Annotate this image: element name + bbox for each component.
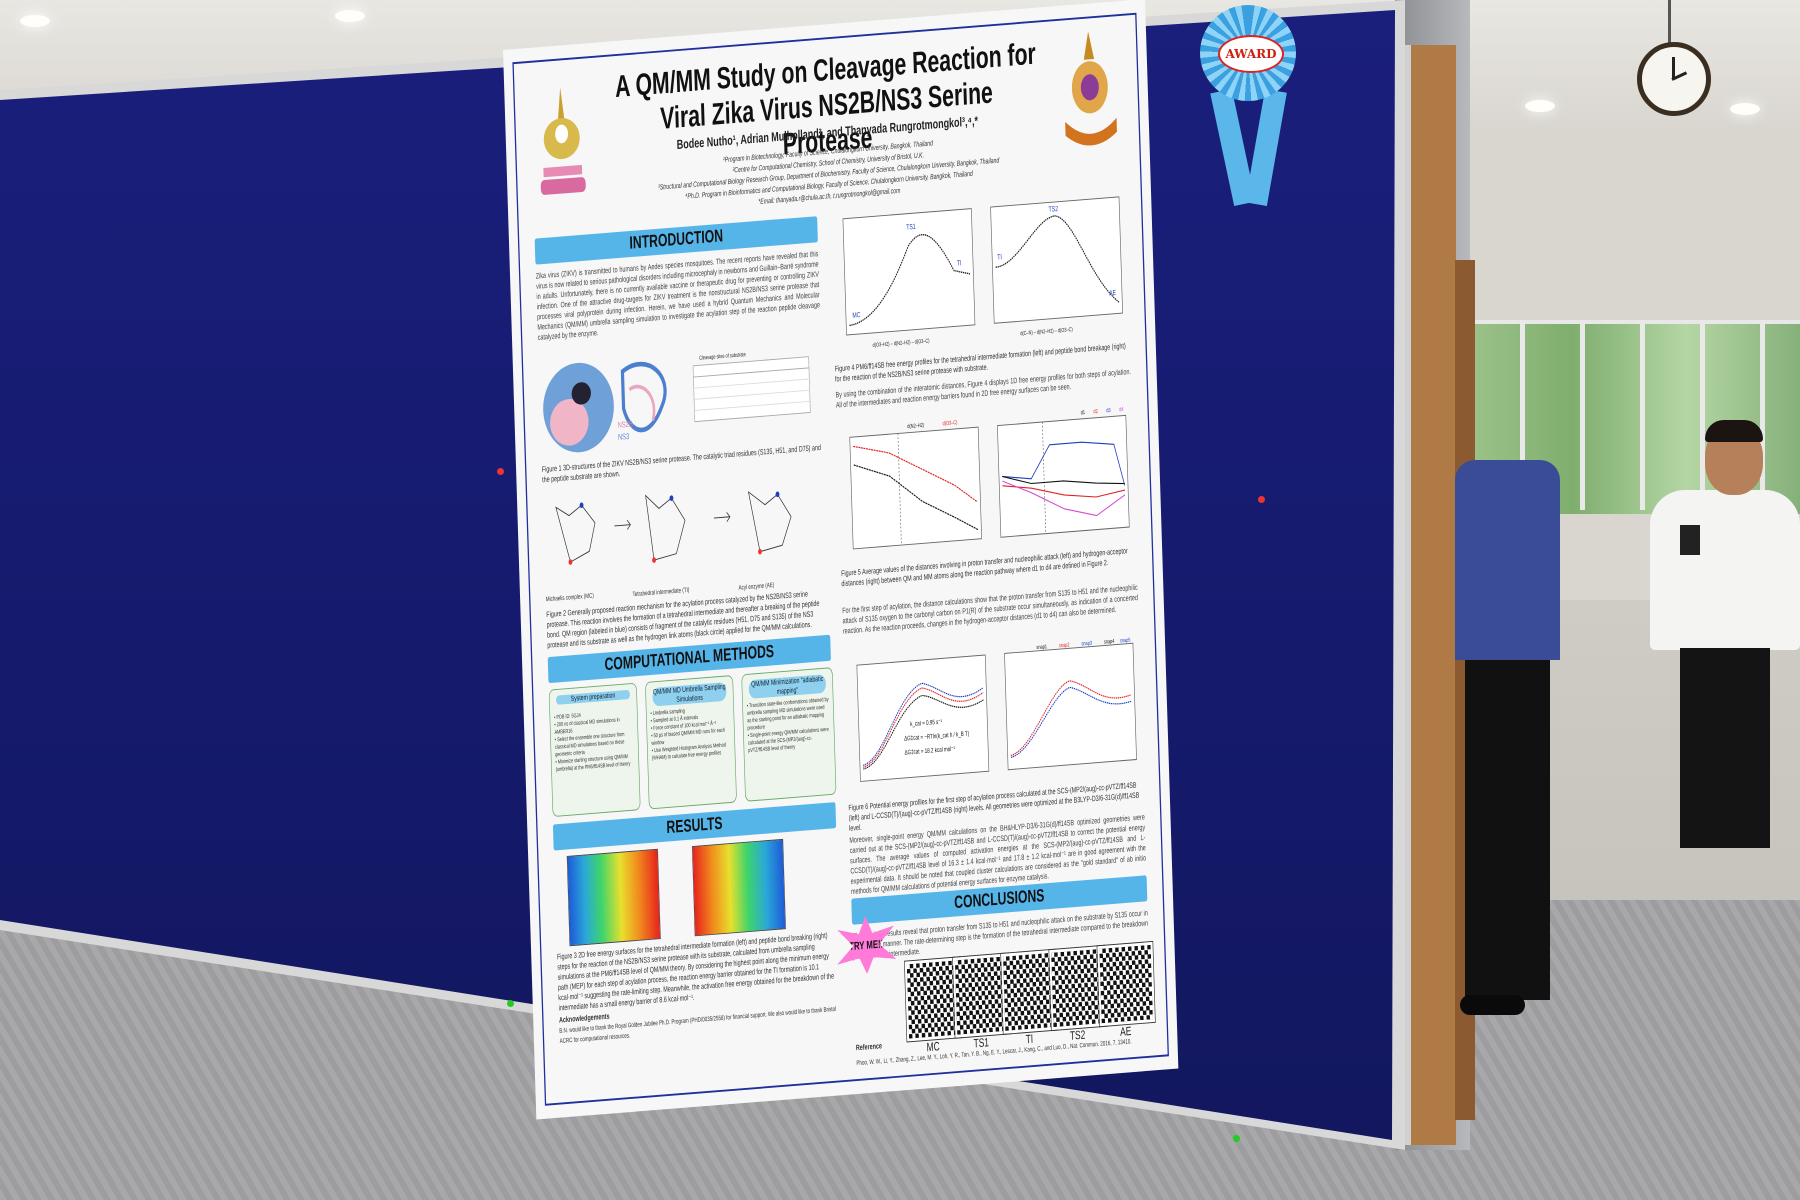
fig6-legend-5: snap5	[1120, 637, 1131, 645]
fig6-eq-value: ΔG‡cat = 18.2 kcal mol⁻¹	[905, 746, 956, 757]
fig6-eq-kcat: k_cat = 0.95 s⁻¹	[910, 719, 942, 729]
window-frame	[1640, 320, 1645, 510]
university-logo	[540, 87, 586, 195]
fig4-label-mc: MC	[852, 311, 861, 320]
window-frame	[1520, 320, 1525, 510]
figure-2-mechanism	[555, 491, 792, 565]
fig5-legend-right-3: d3	[1106, 407, 1111, 414]
fig5-legend-right-4: d4	[1119, 406, 1124, 413]
fig6-legend-2: snap2	[1059, 642, 1070, 650]
fig4-label-ts2: TS2	[1048, 205, 1058, 214]
fig1-label-ns3: NS3	[618, 431, 630, 442]
fig5-legend-right-1: d1	[1081, 409, 1086, 416]
award-label: AWARD	[1218, 35, 1284, 73]
fig6-legend-4: snap4	[1104, 638, 1115, 646]
research-poster: A QM/MM Study on Cleavage Reaction for V…	[503, 0, 1179, 1120]
award-ribbon	[1245, 88, 1287, 207]
fig4-label-ti: TI	[957, 259, 962, 268]
ceiling-light	[335, 10, 365, 22]
award-rosette: AWARD	[1200, 5, 1300, 207]
fig1-label-ns2b: NS2B	[618, 418, 634, 430]
pin-icon	[1233, 1135, 1240, 1142]
phone-icon	[1680, 525, 1700, 555]
wall-clock	[1637, 42, 1711, 116]
visitor-person-with-phone	[1635, 420, 1800, 850]
pin-icon	[507, 1000, 514, 1007]
fig6-legend-3: snap3	[1081, 640, 1092, 648]
method-box-adiabatic-mapping: QM/MM Minimization "adiabatic mapping" •…	[741, 667, 837, 802]
fig5-legend-left-2: d(O3–C)	[943, 419, 958, 427]
fig4-label-ts1: TS1	[906, 223, 916, 232]
pin-icon	[1258, 496, 1265, 503]
window-frame	[1580, 320, 1585, 510]
qr-code-ae[interactable]	[1096, 940, 1156, 1028]
figure-5-distance-plots: d(N2–H2) d(O3–C) d1 d2 d3 d4	[849, 406, 1130, 550]
window-frame	[1700, 320, 1705, 510]
ceiling-light	[20, 15, 50, 27]
ceiling-light	[1525, 100, 1555, 112]
visitor-person	[1455, 460, 1560, 1020]
fig1-table-title: Cleavage sites of substrate	[699, 351, 746, 362]
fig6-legend-1: snap1	[1036, 644, 1047, 652]
fig5-legend-right-2: d2	[1093, 408, 1098, 415]
figure-6-potential-energy-profiles: k_cat = 0.95 s⁻¹ ΔG‡cat = −RTln(k_cat h …	[856, 637, 1137, 782]
fig4-xlabel-left: d(O3–H2) – d(N2–H2) – d(O3–C)	[873, 338, 930, 350]
window-frame	[1760, 320, 1765, 510]
figure-3-free-energy-surface-right	[691, 838, 786, 937]
figure-3-free-energy-surface-left	[566, 848, 661, 947]
fig4-label-ti-right: TI	[997, 253, 1002, 262]
method-box-umbrella-sampling: QM/MM MD Umbrella Sampling Simulations •…	[644, 675, 737, 810]
ceiling-light	[1730, 103, 1760, 115]
pin-icon	[497, 468, 504, 475]
fig4-label-ae: AE	[1109, 289, 1116, 298]
method-box-system-preparation: System preparation • PDB ID: 5GJ4 • 200 …	[548, 682, 641, 818]
figure-1-protein-structures: NS2B NS3 Cleavage sites of substrate	[543, 351, 811, 453]
royal-emblem	[1065, 31, 1117, 146]
clock-rod	[1668, 0, 1671, 44]
fig4-xlabel-right: d(C–N) – d(N2–H2) – d(O3–C)	[1020, 326, 1073, 337]
fig5-legend-left-1: d(N2–H2)	[907, 422, 924, 430]
figure-4-free-energy-profiles: MC TS1 TI TI TS2 AE d(O3–H2) – d(N2–H2) …	[842, 196, 1123, 350]
wooden-board-edge	[1405, 45, 1456, 1145]
